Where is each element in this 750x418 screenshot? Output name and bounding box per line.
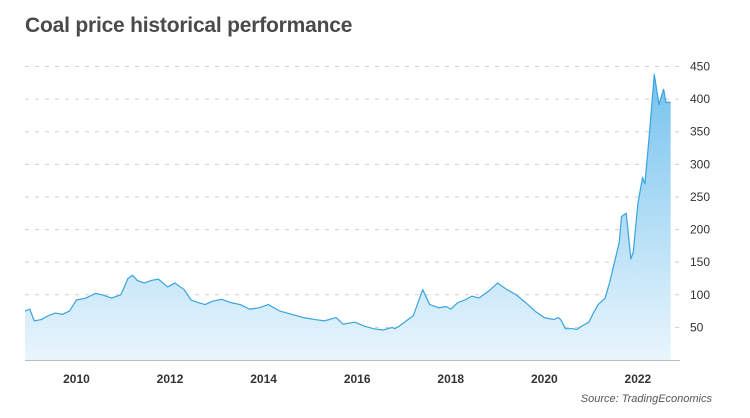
source-note: Source: TradingEconomics bbox=[580, 393, 712, 405]
y-tick-label-50: 50 bbox=[690, 320, 704, 334]
x-tick-label-2014: 2014 bbox=[250, 372, 277, 386]
y-tick-label-250: 250 bbox=[690, 190, 710, 204]
x-tick-label-2016: 2016 bbox=[344, 372, 371, 386]
x-tick-label-2012: 2012 bbox=[157, 372, 184, 386]
x-tick-label-2010: 2010 bbox=[63, 372, 90, 386]
price-line bbox=[24, 73, 671, 331]
x-tick-label-2018: 2018 bbox=[437, 372, 464, 386]
x-tick-label-2022: 2022 bbox=[625, 372, 652, 386]
area-series bbox=[24, 73, 671, 360]
y-tick-label-350: 350 bbox=[690, 125, 710, 139]
chart-title: Coal price historical performance bbox=[25, 14, 353, 37]
y-tick-label-100: 100 bbox=[690, 288, 710, 302]
y-tick-label-400: 400 bbox=[690, 92, 710, 106]
y-axis-ticks: 50 100 150 200 250 300 350 400 450 bbox=[690, 60, 710, 335]
y-tick-label-300: 300 bbox=[690, 157, 710, 171]
y-tick-label-150: 150 bbox=[690, 255, 710, 269]
y-tick-label-450: 450 bbox=[690, 60, 710, 74]
y-tick-label-200: 200 bbox=[690, 223, 710, 237]
area-fill bbox=[25, 74, 671, 360]
x-axis-ticks: 2010 2012 2014 2016 2018 2020 2022 bbox=[63, 372, 651, 386]
x-tick-label-2020: 2020 bbox=[531, 372, 558, 386]
